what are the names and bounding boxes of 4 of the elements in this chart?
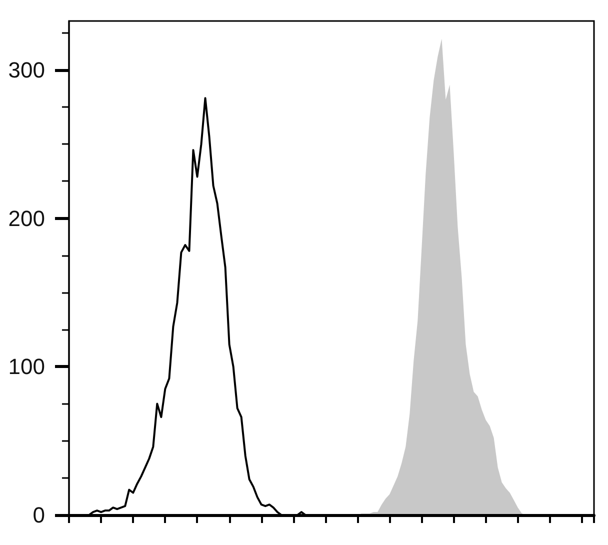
y-tick-label: 100 [8,354,45,380]
y-tick-label: 200 [8,206,45,231]
y-tick-label: 0 [32,502,45,528]
y-tick-label: 300 [8,57,45,82]
